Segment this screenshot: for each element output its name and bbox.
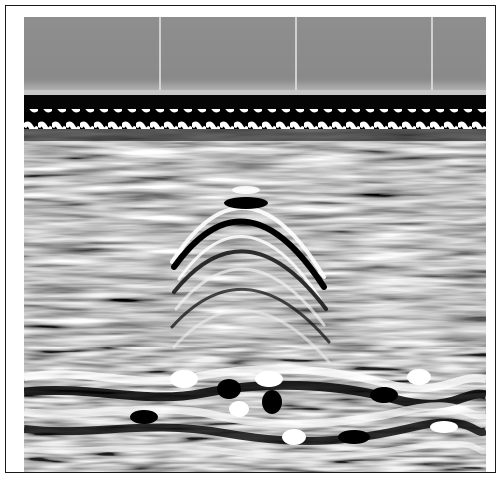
radargram-svg (24, 17, 486, 472)
trace-markers (159, 17, 433, 93)
surface-shadow-band (24, 129, 486, 141)
surface-dark-line (24, 95, 486, 109)
hyperbola-reflection (170, 186, 331, 364)
surface-light-line (24, 90, 486, 95)
radargram-image (24, 17, 486, 472)
deep-reflections (24, 365, 486, 460)
surface-ripple-band (24, 109, 486, 129)
header-band (24, 17, 486, 90)
